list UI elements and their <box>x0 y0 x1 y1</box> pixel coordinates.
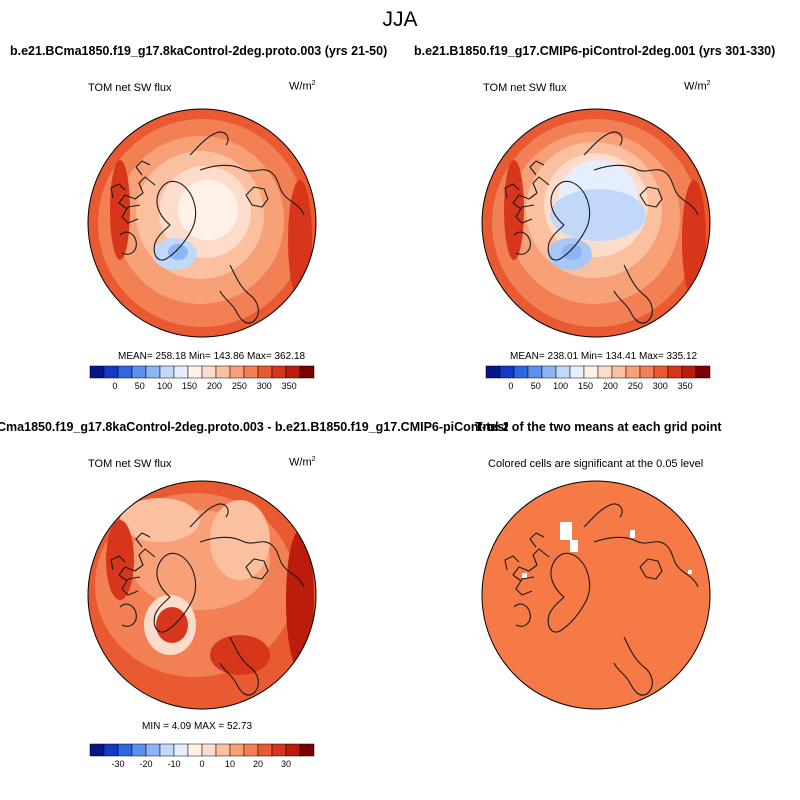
colorbar-swatch <box>271 365 287 379</box>
colorbar-tick-label: 300 <box>257 381 272 391</box>
colorbar-swatch <box>201 743 217 757</box>
colorbar-swatch <box>187 365 203 379</box>
colorbar-swatch <box>499 365 515 379</box>
colorbar-swatch <box>131 365 147 379</box>
panel3-units: W/m2 <box>289 456 316 469</box>
colorbar-swatch <box>131 743 147 757</box>
colorbar-swatch <box>145 365 161 379</box>
colorbar-swatch <box>173 743 189 757</box>
colorbar-tick-label: -20 <box>139 759 152 769</box>
colorbar-swatch <box>103 365 119 379</box>
colorbar-swatch <box>271 743 287 757</box>
figure-title: JJA <box>382 8 418 31</box>
colorbar-tick-label: 100 <box>157 381 172 391</box>
colorbar-tick-label: 0 <box>112 381 117 391</box>
panel1-variable: TOM net SW flux <box>88 82 172 94</box>
colorbar-tick-label: 250 <box>628 381 643 391</box>
colorbar-swatch <box>89 365 105 379</box>
colorbar-tick-label: 50 <box>135 381 145 391</box>
colorbar-swatch <box>243 743 259 757</box>
colorbar-swatch <box>527 365 543 379</box>
colorbar-swatch <box>117 365 133 379</box>
colorbar-tick-label: -30 <box>111 759 124 769</box>
panel4-map-border <box>481 480 711 710</box>
colorbar-tick-label: 350 <box>282 381 297 391</box>
panel4-title: T-test of the two means at each grid poi… <box>475 420 722 434</box>
colorbar-swatch <box>229 743 245 757</box>
colorbar-tick-label: 350 <box>678 381 693 391</box>
colorbar-swatch <box>583 365 599 379</box>
colorbar-swatch <box>541 365 557 379</box>
colorbar-swatch <box>681 365 697 379</box>
colorbar-swatch <box>145 743 161 757</box>
colorbar-swatch <box>215 365 231 379</box>
colorbar-tick-label: 10 <box>225 759 235 769</box>
panel2-map-border <box>481 108 711 338</box>
colorbar-tick-label: -10 <box>167 759 180 769</box>
colorbar-swatch <box>299 743 315 757</box>
colorbar-swatch <box>611 365 627 379</box>
panel2-variable: TOM net SW flux <box>483 82 567 94</box>
colorbar-swatch <box>257 743 273 757</box>
panel2-units: W/m2 <box>684 80 711 93</box>
colorbar-swatch <box>299 365 315 379</box>
panel3-variable: TOM net SW flux <box>88 458 172 470</box>
panel4-map <box>482 481 710 709</box>
panel1-stats: MEAN= 258.18 Min= 143.86 Max= 362.18 <box>118 351 306 362</box>
panel2-stats: MEAN= 238.01 Min= 134.41 Max= 335.12 <box>510 351 698 362</box>
colorbar-swatch <box>285 743 301 757</box>
panel3-stats: MIN = 4.09 MAX = 52.73 <box>142 721 253 732</box>
panel4-subtitle: Colored cells are significant at the 0.0… <box>488 458 704 470</box>
colorbar-swatch <box>625 365 641 379</box>
colorbar-tick-label: 300 <box>653 381 668 391</box>
colorbar-swatch <box>103 743 119 757</box>
colorbar-swatch <box>569 365 585 379</box>
colorbar-swatch <box>639 365 655 379</box>
colorbar-tick-label: 20 <box>253 759 263 769</box>
panel1-map-border <box>87 108 317 338</box>
colorbar-tick-label: 0 <box>199 759 204 769</box>
colorbar-swatch <box>653 365 669 379</box>
colorbar-tick-label: 0 <box>508 381 513 391</box>
panel3-map-border <box>87 480 317 710</box>
panel2-title: b.e21.B1850.f19_g17.CMIP6-piControl-2deg… <box>414 44 776 58</box>
colorbar-tick-label: 30 <box>281 759 291 769</box>
colorbar-tick-label: 200 <box>207 381 222 391</box>
panel1-map <box>88 109 316 337</box>
panel2-colorbar: 0 50 100 150 200 250 300 350 <box>485 365 711 391</box>
colorbar-swatch <box>285 365 301 379</box>
colorbar-tick-label: 150 <box>578 381 593 391</box>
colorbar-swatch <box>229 365 245 379</box>
colorbar-swatch <box>159 365 175 379</box>
colorbar-swatch <box>555 365 571 379</box>
colorbar-swatch <box>257 365 273 379</box>
colorbar-swatch <box>201 365 217 379</box>
colorbar-swatch <box>513 365 529 379</box>
colorbar-swatch <box>597 365 613 379</box>
colorbar-swatch <box>695 365 711 379</box>
panel3-map <box>88 481 316 709</box>
panel1-colorbar: 0 50 100 150 200 250 300 350 <box>89 365 315 391</box>
colorbar-swatch <box>485 365 501 379</box>
colorbar-swatch <box>215 743 231 757</box>
colorbar-swatch <box>173 365 189 379</box>
colorbar-swatch <box>243 365 259 379</box>
colorbar-tick-label: 100 <box>553 381 568 391</box>
panel1-units: W/m2 <box>289 80 316 93</box>
panel2-map <box>482 109 710 337</box>
colorbar-swatch <box>117 743 133 757</box>
colorbar-tick-label: 250 <box>232 381 247 391</box>
colorbar-swatch <box>159 743 175 757</box>
colorbar-swatch <box>89 743 105 757</box>
colorbar-tick-label: 150 <box>182 381 197 391</box>
colorbar-tick-label: 50 <box>531 381 541 391</box>
colorbar-tick-label: 200 <box>603 381 618 391</box>
panel3-title: BCma1850.f19_g17.8kaControl-2deg.proto.0… <box>0 420 508 434</box>
panel3-colorbar: -30 -20 -10 0 10 20 30 <box>89 743 315 769</box>
colorbar-swatch <box>667 365 683 379</box>
panel1-title: b.e21.BCma1850.f19_g17.8kaControl-2deg.p… <box>10 44 388 58</box>
colorbar-swatch <box>187 743 203 757</box>
